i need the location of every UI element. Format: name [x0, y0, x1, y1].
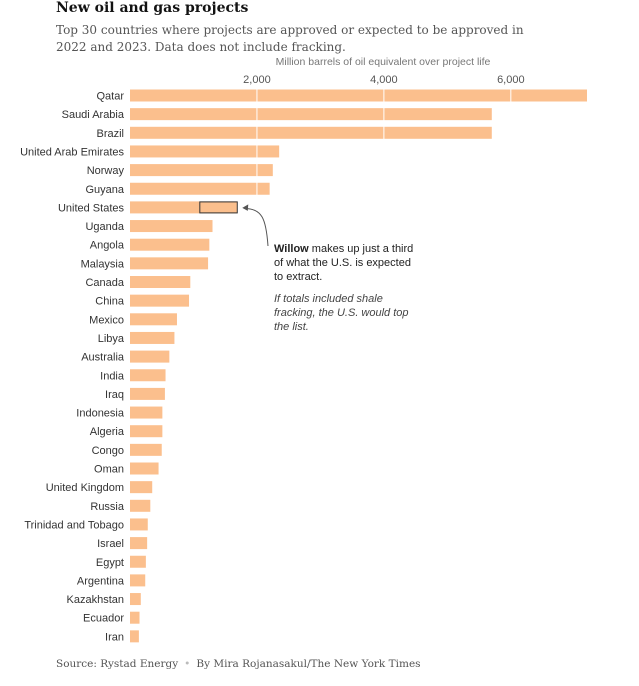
- bar-united-kingdom: [130, 481, 153, 494]
- category-labels: Qatar Saudi Arabia Brazil United Arab Emira…: [20, 91, 125, 644]
- bar-oman: [130, 462, 159, 475]
- x-axis-label: Million barrels of oil equivalent over p…: [276, 56, 491, 68]
- bar-egypt: [130, 555, 146, 568]
- label-brazil: Brazil: [96, 128, 124, 140]
- willow-highlight: [199, 201, 269, 247]
- bar-kazakhstan: [130, 593, 141, 606]
- label-kazakhstan: Kazakhstan: [67, 594, 124, 606]
- annotation-arrow: [244, 207, 269, 247]
- chart-subtitle: Top 30 countries where projects are appr…: [56, 23, 524, 54]
- tick-label-6000: 6,000: [497, 74, 525, 86]
- bar-mexico: [130, 313, 177, 326]
- tick-label-4000: 4,000: [370, 74, 398, 86]
- bar-malaysia: [130, 257, 209, 270]
- label-israel: Israel: [97, 538, 124, 550]
- bar-united-arab-emirates: [130, 145, 280, 158]
- willow-box: [199, 201, 238, 214]
- bar-trinidad-and-tobago: [130, 518, 148, 531]
- tick-label-2000: 2,000: [243, 74, 271, 86]
- label-guyana: Guyana: [85, 184, 124, 196]
- arrow-head: [242, 204, 249, 211]
- x-axis-ticks: 2,000 4,000 6,000: [243, 74, 524, 86]
- bar-iran: [130, 630, 139, 643]
- annotation-note: If totals included shale fracking, the U…: [274, 293, 409, 333]
- annotation-text: makes up just a third of what the U.S. i…: [274, 243, 414, 283]
- label-algeria: Algeria: [90, 426, 125, 438]
- source-credit: Source: Rystad Energy: [56, 658, 179, 670]
- label-trinidad-and-tobago: Trinidad and Tobago: [24, 519, 124, 531]
- gridlines: [256, 87, 512, 645]
- label-iran: Iran: [105, 631, 124, 643]
- label-angola: Angola: [90, 240, 125, 252]
- annotation-bold: Willow: [274, 243, 309, 255]
- bar-libya: [130, 331, 175, 344]
- bar-congo: [130, 443, 162, 456]
- label-indonesia: Indonesia: [76, 408, 125, 420]
- label-united-states: United States: [58, 202, 125, 214]
- label-malaysia: Malaysia: [81, 258, 125, 270]
- bar-guyana: [130, 182, 270, 195]
- bar-angola: [130, 238, 210, 251]
- label-australia: Australia: [81, 352, 125, 364]
- bar-algeria: [130, 425, 163, 438]
- label-china: China: [95, 296, 125, 308]
- byline: By Mira Rojanasakul/The New York Times: [196, 658, 421, 670]
- label-qatar: Qatar: [96, 91, 124, 103]
- label-argentina: Argentina: [77, 575, 125, 587]
- label-russia: Russia: [90, 501, 125, 513]
- bar-iraq: [130, 387, 165, 400]
- annotation-main: Willow makes up just a third of what the…: [274, 242, 414, 284]
- bar-uganda: [130, 220, 213, 233]
- label-canada: Canada: [85, 277, 124, 289]
- bar-canada: [130, 276, 191, 288]
- label-saudi-arabia: Saudi Arabia: [62, 109, 125, 121]
- bar-indonesia: [130, 406, 163, 419]
- bar-norway: [130, 164, 273, 177]
- label-india: India: [100, 370, 125, 382]
- bar-australia: [130, 350, 170, 363]
- bar-qatar: [130, 89, 587, 102]
- bar-united-states: [130, 201, 238, 214]
- label-oman: Oman: [94, 464, 124, 476]
- bar-argentina: [130, 574, 146, 587]
- label-norway: Norway: [87, 165, 125, 177]
- label-uganda: Uganda: [85, 221, 124, 233]
- footer-separator: •: [184, 658, 191, 670]
- bar-ecuador: [130, 611, 140, 624]
- label-egypt: Egypt: [96, 557, 124, 569]
- footer: Source: Rystad Energy • By Mira Rojanasaku…: [56, 658, 421, 670]
- label-mexico: Mexico: [89, 314, 124, 326]
- label-ecuador: Ecuador: [83, 613, 124, 625]
- willow-annotation: Willow makes up just a third of what the…: [274, 242, 414, 334]
- label-libya: Libya: [98, 333, 125, 345]
- bar-china: [130, 294, 190, 307]
- label-iraq: Iraq: [105, 389, 124, 401]
- label-congo: Congo: [92, 445, 124, 457]
- bar-russia: [130, 499, 151, 512]
- label-united-arab-emirates: United Arab Emirates: [20, 146, 124, 158]
- bar-saudi-arabia: [130, 108, 492, 121]
- bar-india: [130, 369, 166, 382]
- bar-israel: [130, 537, 148, 550]
- chart-title: New oil and gas projects: [56, 0, 249, 16]
- bars: [130, 89, 587, 643]
- bar-brazil: [130, 126, 492, 139]
- label-united-kingdom: United Kingdom: [46, 482, 124, 494]
